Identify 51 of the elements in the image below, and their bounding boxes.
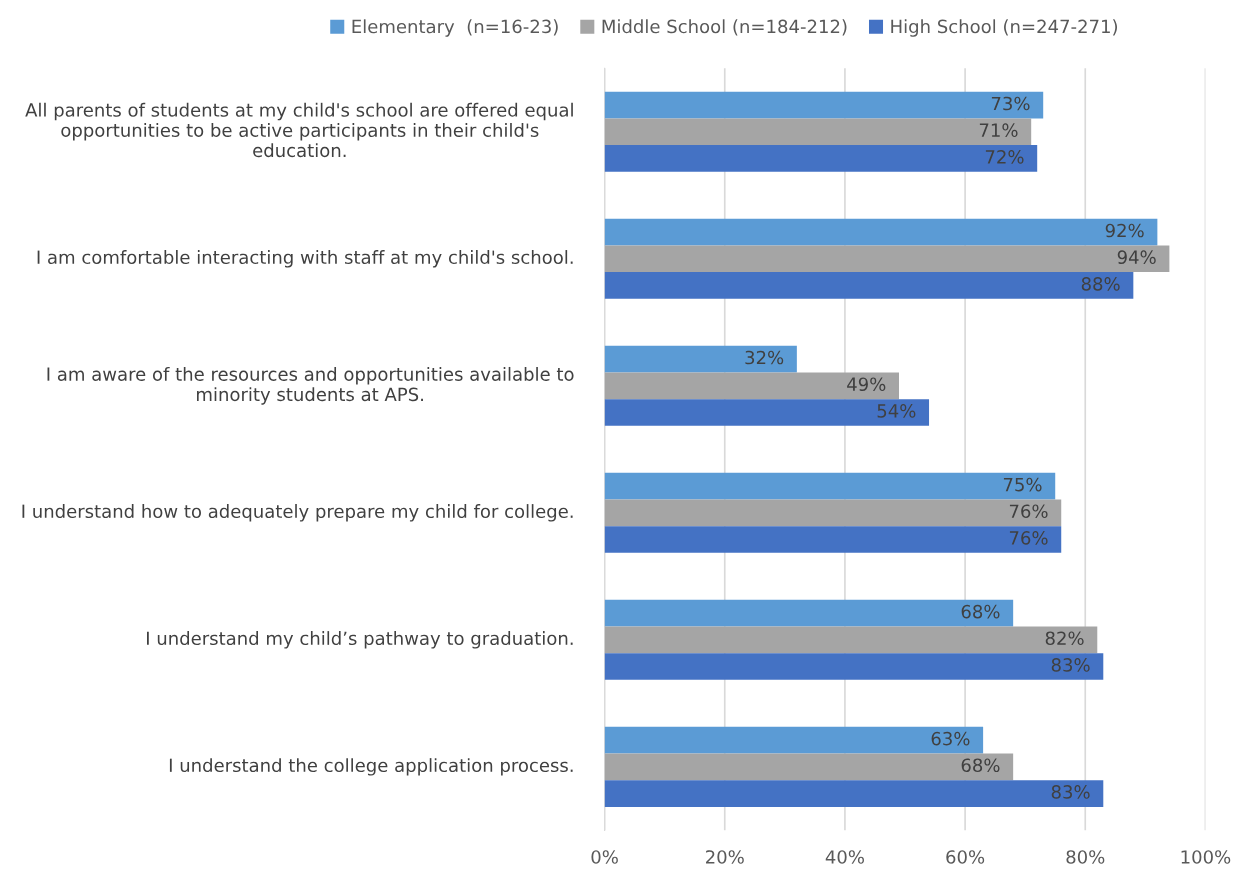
x-tick-label: 40% [825,850,864,864]
y-tick-label: I am comfortable interacting with staff at my child's school. [37,250,573,268]
bar [604,780,1104,807]
x-tick-label: 0% [591,850,618,864]
y-tick-label: All parents of students at my child's school are offered equal opportunities to be active participants in their child's education. [25,102,573,158]
data-label: 49% [847,377,886,392]
y-tick-label: I understand the college application process. [169,758,573,776]
bar [604,472,1056,500]
bar [604,599,1014,627]
data-label: 92% [1105,223,1144,238]
bar [604,753,1014,781]
bar [604,499,1062,527]
data-label: 76% [1009,531,1048,545]
bar [604,399,930,426]
legend-label: High School (n=247-271) [891,19,1118,37]
bar [604,526,1062,553]
data-label: 75% [1003,477,1042,492]
bar [604,653,1104,680]
bar [604,726,984,754]
x-tick-label: 100% [1181,850,1231,864]
data-label: 82% [1045,631,1084,646]
data-label: 71% [979,123,1018,137]
bar [604,218,1158,246]
x-tick-label: 60% [946,850,985,864]
bar [604,91,1044,119]
x-tick-label: 20% [706,850,744,864]
bar [604,372,899,400]
data-label: 83% [1051,785,1090,799]
y-tick-label: I understand how to adequately prepare my child for college. [22,504,573,522]
bar [604,345,797,373]
y-tick-label: I am aware of the resources and opportunities available to minority students at APS. [47,366,574,405]
legend-label: Elementary (n=16-23) [352,19,558,37]
data-label: 94% [1117,250,1156,265]
data-label: 73% [991,96,1030,111]
y-tick-label: I understand my child’s pathway to graduation. [147,631,573,649]
bar [604,118,1032,146]
data-label: 54% [877,404,916,418]
legend-label: Middle School (n=184-212) [602,19,847,36]
data-label: 72% [985,150,1024,164]
data-label: 83% [1051,658,1090,672]
data-label: 68% [961,604,1000,619]
x-tick-label: 80% [1066,850,1105,864]
bar [604,272,1134,299]
data-label: 68% [961,758,1000,773]
bar [604,145,1038,172]
data-label: 76% [1009,504,1048,519]
data-label: 32% [745,350,784,365]
data-label: 63% [931,731,970,746]
data-label: 88% [1081,277,1120,291]
bar [604,626,1098,654]
bar [604,245,1170,273]
